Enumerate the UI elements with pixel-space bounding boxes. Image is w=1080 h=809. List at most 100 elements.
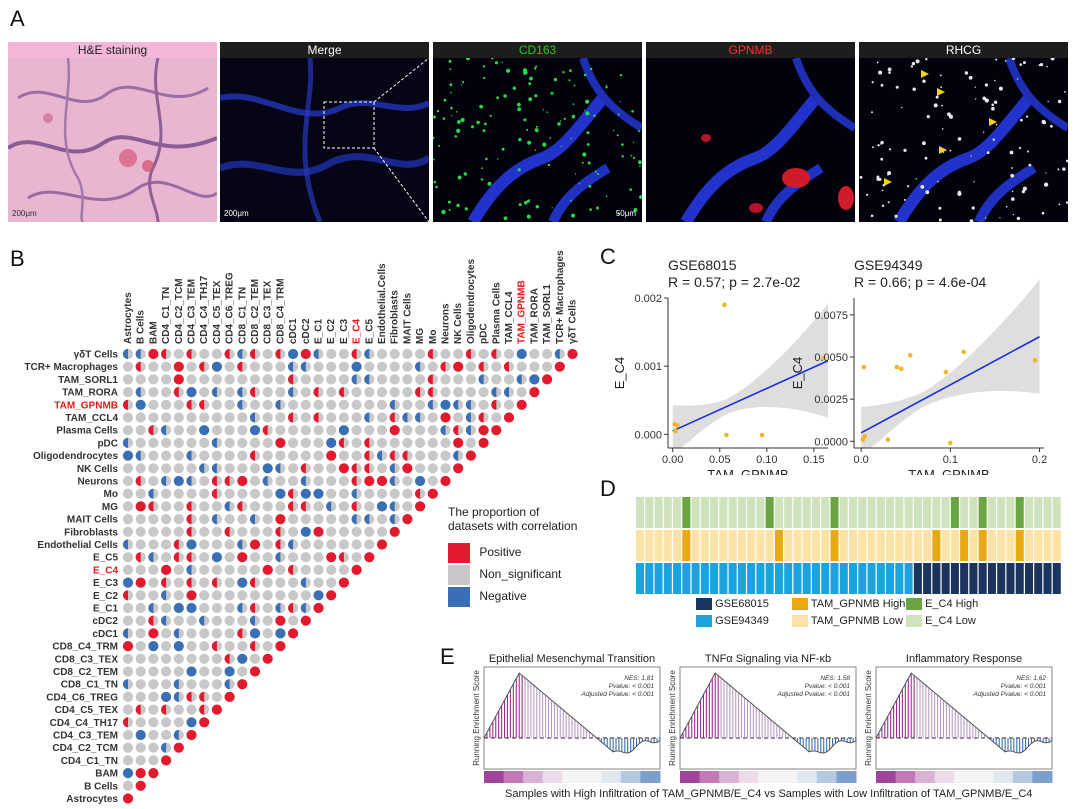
correlation-cell xyxy=(427,361,438,372)
rank-gradient-segment xyxy=(562,771,583,783)
sample-cell xyxy=(867,530,876,561)
x-tick-label: 0.15 xyxy=(803,454,824,466)
correlation-cell xyxy=(364,475,375,487)
correlation-cell xyxy=(224,679,235,690)
correlation-cell xyxy=(161,488,172,499)
correlation-cell xyxy=(313,450,324,461)
correlation-cell xyxy=(300,564,311,575)
adj-pvalue-label: Adjusted Pvalue: < 0.001 xyxy=(581,691,655,698)
correlation-cell xyxy=(326,374,337,385)
sample-cell xyxy=(886,563,895,594)
correlation-cell xyxy=(313,501,324,512)
correlation-cell xyxy=(313,602,324,614)
sample-cell xyxy=(710,497,719,528)
correlation-cell xyxy=(351,526,362,537)
sample-cell xyxy=(700,563,709,594)
legend-item: E_C4 Low xyxy=(906,615,976,628)
rank-gradient-segment xyxy=(484,771,505,783)
correlation-cell xyxy=(135,412,146,423)
correlation-cell xyxy=(389,463,400,474)
correlation-cell xyxy=(173,666,184,677)
y-tick-label: 0.0000 xyxy=(814,436,848,448)
sample-cell xyxy=(784,530,793,561)
correlation-cell xyxy=(161,590,172,601)
correlation-cell xyxy=(402,463,413,474)
correlation-cell xyxy=(173,564,184,575)
correlation-cell xyxy=(529,387,540,398)
correlation-cell xyxy=(135,450,146,461)
column-label: Mo xyxy=(428,330,439,344)
correlation-cell xyxy=(135,399,146,410)
row-label: cDC1 xyxy=(92,629,118,640)
correlation-cell xyxy=(300,361,311,372)
regression-line xyxy=(672,359,829,432)
sample-cell xyxy=(765,530,774,561)
correlation-cell xyxy=(161,679,172,690)
correlation-cell xyxy=(262,412,273,423)
correlation-cell xyxy=(376,501,388,512)
correlation-cell xyxy=(211,514,222,525)
legend-swatch xyxy=(792,615,808,628)
correlation-cell xyxy=(237,602,248,614)
correlation-cell xyxy=(224,361,235,372)
correlation-cell xyxy=(161,742,172,753)
correlation-cell xyxy=(186,628,197,639)
legend-item-non-significant: Non_significant xyxy=(448,565,577,585)
correlation-cell xyxy=(161,501,172,512)
scale-bar-label: 50μm xyxy=(615,209,636,218)
correlation-cell xyxy=(249,425,261,436)
correlation-cell xyxy=(338,514,349,525)
correlation-cell xyxy=(338,450,349,461)
row-label: cDC2 xyxy=(92,616,118,627)
correlation-cell xyxy=(161,704,172,715)
rank-gradient-segment xyxy=(738,771,759,783)
nes-label: NES: 1.62 xyxy=(1016,675,1046,682)
correlation-cell xyxy=(161,387,172,398)
row-label: CD4_C4_TH17 xyxy=(50,718,119,729)
correlation-cell xyxy=(313,488,324,499)
correlation-cell xyxy=(262,552,273,563)
correlation-cell xyxy=(224,539,235,550)
correlation-cell xyxy=(199,475,210,487)
correlation-cell xyxy=(338,437,349,448)
correlation-cell xyxy=(135,641,146,652)
correlation-cell xyxy=(465,425,476,436)
correlation-cell xyxy=(415,399,426,410)
correlation-cell xyxy=(224,653,235,664)
sample-cell xyxy=(839,497,848,528)
correlation-cell xyxy=(199,577,210,588)
correlation-cell xyxy=(402,374,413,385)
correlation-cell xyxy=(122,463,134,474)
correlation-cell xyxy=(542,348,553,360)
correlation-cell xyxy=(122,704,134,715)
correlation-cell xyxy=(199,539,210,550)
sample-cell xyxy=(849,563,858,594)
correlation-cell xyxy=(135,704,146,715)
correlation-cell xyxy=(554,348,565,360)
correlation-cell xyxy=(338,501,349,512)
column-label: BAM xyxy=(148,321,159,344)
correlation-cell xyxy=(122,793,134,804)
correlation-cell xyxy=(135,387,146,398)
row-label: Fibroblasts xyxy=(64,527,118,538)
correlation-cell xyxy=(211,437,222,448)
sample-cell xyxy=(737,497,746,528)
correlation-cell xyxy=(389,412,400,423)
correlation-cell xyxy=(478,399,489,410)
data-point xyxy=(885,437,891,442)
correlation-cell xyxy=(135,755,146,766)
legend-swatch xyxy=(906,598,922,611)
correlation-cell xyxy=(186,577,197,588)
correlation-cell xyxy=(338,577,349,588)
correlation-cell xyxy=(376,450,388,461)
correlation-cell xyxy=(275,425,286,436)
correlation-cell xyxy=(516,348,527,360)
image-title: CD163 xyxy=(433,42,642,58)
correlation-cell xyxy=(211,602,222,614)
correlation-cell xyxy=(249,590,261,601)
correlation-cell xyxy=(186,729,197,741)
correlation-cell xyxy=(173,653,184,664)
sample-cell xyxy=(904,497,913,528)
correlation-cell xyxy=(122,348,134,360)
legend-label: TAM_GPNMB High xyxy=(810,598,906,610)
